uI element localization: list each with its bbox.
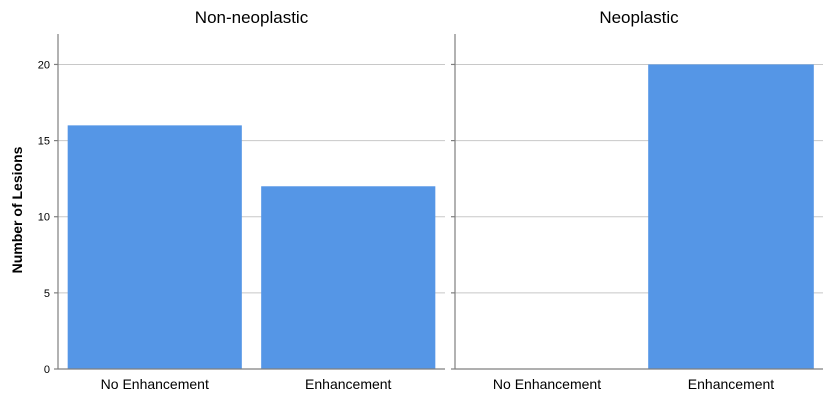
x-tick-label: Enhancement <box>688 376 775 392</box>
y-tick-label: 20 <box>38 59 50 71</box>
y-tick-label: 15 <box>38 136 50 148</box>
panel-title: Non-neoplastic <box>195 8 309 27</box>
x-tick-label: No Enhancement <box>101 376 209 392</box>
panel-2: Neoplastic No Enhancement Enhancement <box>451 8 823 392</box>
y-axis-label: Number of Lesions <box>9 146 25 273</box>
bar-2-2 <box>648 64 814 370</box>
y-tick-label: 5 <box>44 288 50 300</box>
panels: Non-neoplastic No Enhancement Enhancement 0… <box>38 8 823 392</box>
x-tick-label: No Enhancement <box>493 376 601 392</box>
y-tick-label: 0 <box>44 364 50 376</box>
bar-1-1 <box>67 125 242 369</box>
bar-1-2 <box>261 186 436 369</box>
panel-1: Non-neoplastic No Enhancement Enhancement 0… <box>38 8 445 392</box>
x-tick-label: Enhancement <box>305 376 392 392</box>
panel-title: Neoplastic <box>599 8 679 27</box>
y-tick-label: 10 <box>38 212 50 224</box>
